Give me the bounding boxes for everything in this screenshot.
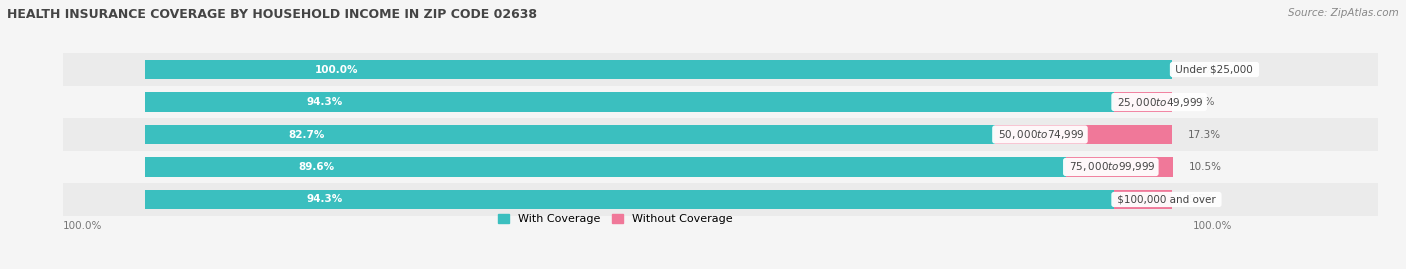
Text: $100,000 and over: $100,000 and over [1114, 194, 1219, 204]
Text: 94.3%: 94.3% [307, 194, 343, 204]
Text: Under $25,000: Under $25,000 [1173, 65, 1257, 75]
Text: $50,000 to $74,999: $50,000 to $74,999 [995, 128, 1085, 141]
Text: 5.7%: 5.7% [1188, 194, 1215, 204]
Text: 17.3%: 17.3% [1188, 129, 1220, 140]
Text: 100.0%: 100.0% [315, 65, 359, 75]
Bar [63, 86, 1378, 118]
Text: $75,000 to $99,999: $75,000 to $99,999 [1066, 161, 1156, 174]
Bar [145, 125, 995, 144]
Bar [63, 53, 1378, 86]
Bar [145, 125, 1173, 144]
Bar [995, 125, 1173, 144]
Text: $25,000 to $49,999: $25,000 to $49,999 [1114, 95, 1205, 108]
Bar [145, 92, 1173, 112]
Text: 10.5%: 10.5% [1189, 162, 1222, 172]
Bar [1114, 92, 1173, 112]
Bar [145, 60, 1173, 79]
Text: 82.7%: 82.7% [288, 129, 325, 140]
Bar [145, 190, 1173, 209]
Bar [63, 151, 1378, 183]
Bar [145, 92, 1114, 112]
Legend: With Coverage, Without Coverage: With Coverage, Without Coverage [494, 210, 737, 229]
Bar [63, 118, 1378, 151]
Text: 0.0%: 0.0% [1188, 65, 1215, 75]
Bar [145, 60, 1173, 79]
Bar [145, 190, 1114, 209]
Bar [63, 183, 1378, 216]
Text: 94.3%: 94.3% [307, 97, 343, 107]
Text: 100.0%: 100.0% [1194, 221, 1233, 231]
Bar [1114, 190, 1173, 209]
Text: HEALTH INSURANCE COVERAGE BY HOUSEHOLD INCOME IN ZIP CODE 02638: HEALTH INSURANCE COVERAGE BY HOUSEHOLD I… [7, 8, 537, 21]
Text: Source: ZipAtlas.com: Source: ZipAtlas.com [1288, 8, 1399, 18]
Bar [145, 157, 1066, 177]
Bar [145, 157, 1173, 177]
Bar [1066, 157, 1174, 177]
Text: 89.6%: 89.6% [299, 162, 335, 172]
Text: 5.7%: 5.7% [1188, 97, 1215, 107]
Text: 100.0%: 100.0% [63, 221, 103, 231]
